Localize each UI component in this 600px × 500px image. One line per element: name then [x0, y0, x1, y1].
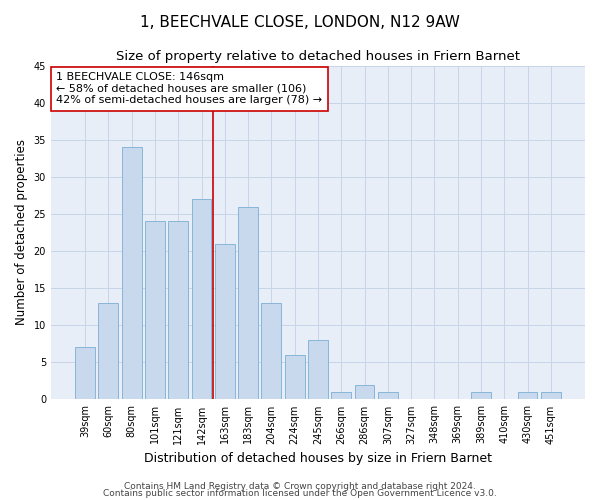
Title: Size of property relative to detached houses in Friern Barnet: Size of property relative to detached ho…: [116, 50, 520, 63]
Text: 1, BEECHVALE CLOSE, LONDON, N12 9AW: 1, BEECHVALE CLOSE, LONDON, N12 9AW: [140, 15, 460, 30]
Text: Contains public sector information licensed under the Open Government Licence v3: Contains public sector information licen…: [103, 489, 497, 498]
Bar: [75, 348, 95, 400]
Bar: [191, 199, 211, 400]
Bar: [541, 392, 561, 400]
X-axis label: Distribution of detached houses by size in Friern Barnet: Distribution of detached houses by size …: [144, 452, 492, 465]
Bar: [169, 222, 188, 400]
Bar: [285, 355, 305, 400]
Bar: [98, 303, 118, 400]
Text: 1 BEECHVALE CLOSE: 146sqm
← 58% of detached houses are smaller (106)
42% of semi: 1 BEECHVALE CLOSE: 146sqm ← 58% of detac…: [56, 72, 322, 106]
Text: Contains HM Land Registry data © Crown copyright and database right 2024.: Contains HM Land Registry data © Crown c…: [124, 482, 476, 491]
Bar: [238, 206, 258, 400]
Bar: [355, 384, 374, 400]
Bar: [262, 303, 281, 400]
Bar: [471, 392, 491, 400]
Bar: [145, 222, 165, 400]
Bar: [331, 392, 351, 400]
Bar: [122, 147, 142, 400]
Y-axis label: Number of detached properties: Number of detached properties: [15, 140, 28, 326]
Bar: [378, 392, 398, 400]
Bar: [308, 340, 328, 400]
Bar: [518, 392, 538, 400]
Bar: [215, 244, 235, 400]
